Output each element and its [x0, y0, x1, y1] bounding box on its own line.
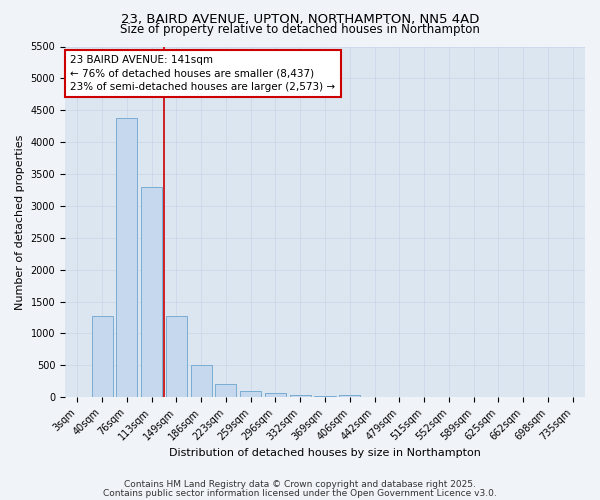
Bar: [141, 187, 162, 397]
Text: Contains public sector information licensed under the Open Government Licence v3: Contains public sector information licen…: [103, 489, 497, 498]
Bar: [339, 396, 360, 397]
Bar: [314, 396, 335, 397]
X-axis label: Distribution of detached houses by size in Northampton: Distribution of detached houses by size …: [169, 448, 481, 458]
Bar: [215, 384, 236, 397]
Bar: [166, 316, 187, 397]
Y-axis label: Number of detached properties: Number of detached properties: [15, 134, 25, 310]
Bar: [240, 392, 261, 397]
Text: Contains HM Land Registry data © Crown copyright and database right 2025.: Contains HM Land Registry data © Crown c…: [124, 480, 476, 489]
Text: 23 BAIRD AVENUE: 141sqm
← 76% of detached houses are smaller (8,437)
23% of semi: 23 BAIRD AVENUE: 141sqm ← 76% of detache…: [70, 56, 335, 92]
Bar: [116, 118, 137, 397]
Text: Size of property relative to detached houses in Northampton: Size of property relative to detached ho…: [120, 22, 480, 36]
Text: 23, BAIRD AVENUE, UPTON, NORTHAMPTON, NN5 4AD: 23, BAIRD AVENUE, UPTON, NORTHAMPTON, NN…: [121, 12, 479, 26]
Bar: [265, 394, 286, 397]
Bar: [290, 394, 311, 397]
Bar: [92, 316, 113, 397]
Bar: [191, 366, 212, 397]
